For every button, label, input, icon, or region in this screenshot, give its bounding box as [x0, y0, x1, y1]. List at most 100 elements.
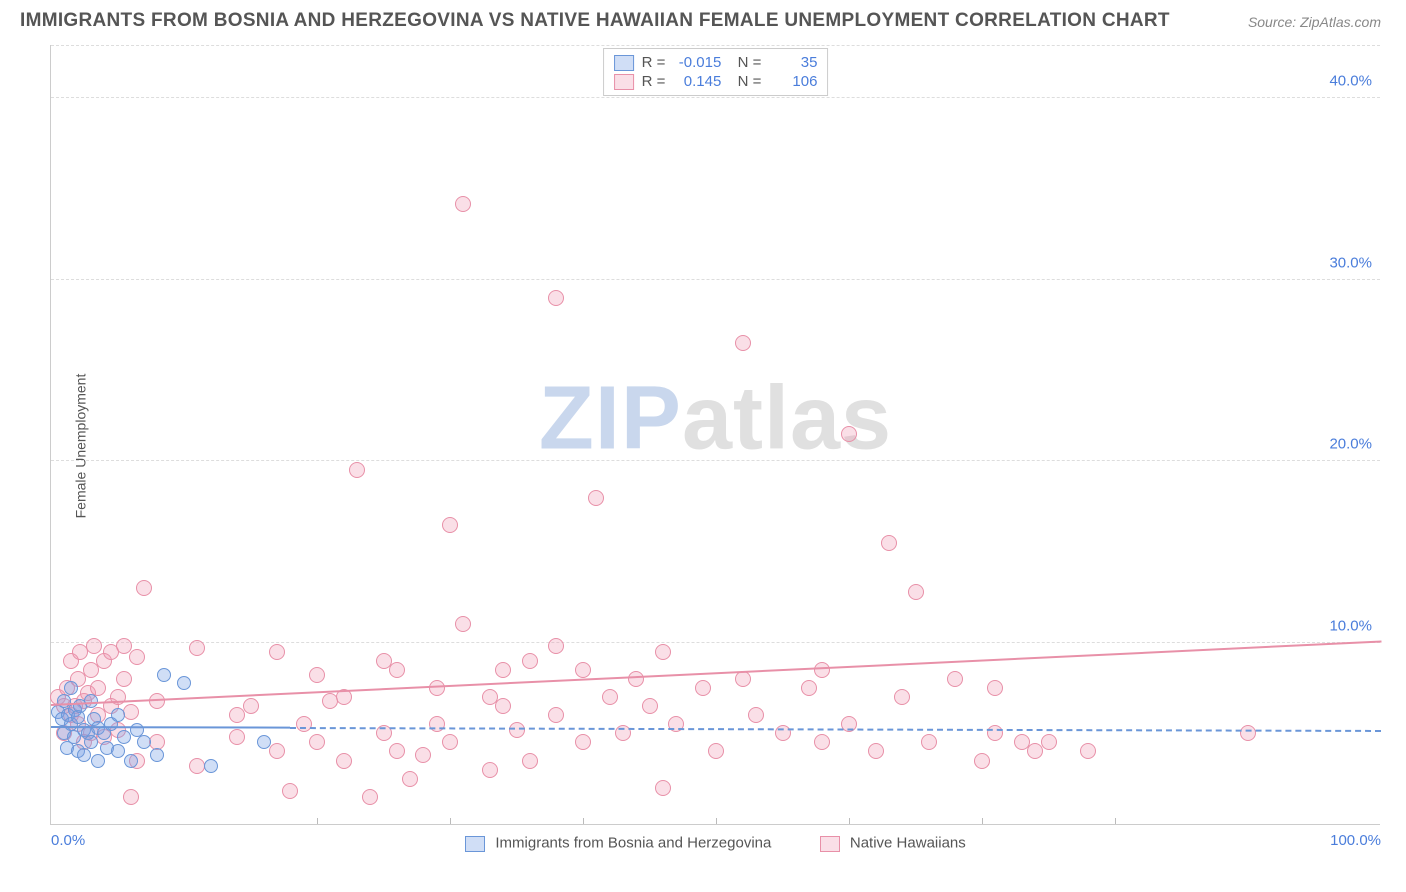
- x-tick: [716, 818, 717, 824]
- gridline: [51, 642, 1380, 643]
- watermark-atlas: atlas: [682, 368, 892, 468]
- data-point-pink: [522, 753, 538, 769]
- data-point-blue: [77, 748, 91, 762]
- swatch-blue: [465, 836, 485, 852]
- data-point-pink: [123, 789, 139, 805]
- swatch-blue: [614, 55, 634, 71]
- data-point-blue: [111, 744, 125, 758]
- watermark: ZIPatlas: [539, 367, 892, 470]
- r-value-pink: 0.145: [673, 73, 721, 90]
- data-point-blue: [64, 681, 78, 695]
- data-point-pink: [482, 762, 498, 778]
- n-value-blue: 35: [769, 54, 817, 71]
- data-point-blue: [257, 735, 271, 749]
- data-point-pink: [455, 616, 471, 632]
- data-point-pink: [495, 698, 511, 714]
- chart-title: IMMIGRANTS FROM BOSNIA AND HERZEGOVINA V…: [20, 10, 1170, 32]
- stats-row-blue: R = -0.015 N = 35: [614, 53, 818, 72]
- y-tick-label: 30.0%: [1329, 254, 1372, 271]
- data-point-pink: [309, 667, 325, 683]
- data-point-pink: [575, 734, 591, 750]
- data-point-pink: [655, 780, 671, 796]
- y-tick-label: 10.0%: [1329, 617, 1372, 634]
- gridline: [51, 45, 1380, 46]
- gridline: [51, 460, 1380, 461]
- legend-label-pink: Native Hawaiians: [850, 835, 966, 852]
- data-point-pink: [442, 734, 458, 750]
- data-point-pink: [1041, 734, 1057, 750]
- y-tick-label: 40.0%: [1329, 73, 1372, 90]
- data-point-pink: [655, 644, 671, 660]
- data-point-pink: [269, 644, 285, 660]
- data-point-pink: [1240, 725, 1256, 741]
- data-point-pink: [362, 789, 378, 805]
- data-point-pink: [735, 335, 751, 351]
- data-point-pink: [522, 653, 538, 669]
- x-tick: [450, 818, 451, 824]
- x-tick: [1115, 818, 1116, 824]
- stats-row-pink: R = 0.145 N = 106: [614, 72, 818, 91]
- data-point-pink: [628, 671, 644, 687]
- data-point-pink: [495, 662, 511, 678]
- data-point-pink: [129, 649, 145, 665]
- data-point-pink: [814, 662, 830, 678]
- data-point-pink: [908, 584, 924, 600]
- data-point-pink: [748, 707, 764, 723]
- data-point-pink: [269, 743, 285, 759]
- gridline: [51, 279, 1380, 280]
- swatch-pink: [820, 836, 840, 852]
- r-label: R =: [642, 73, 666, 90]
- data-point-blue: [137, 735, 151, 749]
- data-point-pink: [894, 689, 910, 705]
- legend-label-blue: Immigrants from Bosnia and Herzegovina: [495, 835, 771, 852]
- data-point-pink: [987, 725, 1003, 741]
- data-point-pink: [801, 680, 817, 696]
- data-point-pink: [575, 662, 591, 678]
- data-point-pink: [947, 671, 963, 687]
- data-point-pink: [296, 716, 312, 732]
- trend-line-blue-extrapolated: [290, 727, 1381, 732]
- data-point-blue: [157, 668, 171, 682]
- data-point-blue: [84, 735, 98, 749]
- y-tick-label: 20.0%: [1329, 436, 1372, 453]
- data-point-pink: [548, 638, 564, 654]
- data-point-pink: [309, 734, 325, 750]
- x-tick: [583, 818, 584, 824]
- data-point-pink: [429, 680, 445, 696]
- data-point-pink: [442, 517, 458, 533]
- data-point-blue: [150, 748, 164, 762]
- data-point-pink: [695, 680, 711, 696]
- data-point-pink: [429, 716, 445, 732]
- data-point-pink: [735, 671, 751, 687]
- data-point-blue: [117, 730, 131, 744]
- data-point-pink: [123, 704, 139, 720]
- data-point-pink: [389, 743, 405, 759]
- data-point-pink: [402, 771, 418, 787]
- n-label: N =: [729, 73, 761, 90]
- data-point-pink: [814, 734, 830, 750]
- r-value-blue: -0.015: [673, 54, 721, 71]
- swatch-pink: [614, 74, 634, 90]
- gridline: [51, 97, 1380, 98]
- watermark-zip: ZIP: [539, 368, 682, 468]
- data-point-pink: [243, 698, 259, 714]
- data-point-pink: [349, 462, 365, 478]
- data-point-blue: [204, 759, 218, 773]
- data-point-blue: [177, 676, 191, 690]
- data-point-blue: [91, 754, 105, 768]
- data-point-pink: [455, 196, 471, 212]
- data-point-pink: [116, 671, 132, 687]
- data-point-pink: [987, 680, 1003, 696]
- correlation-stats-box: R = -0.015 N = 35 R = 0.145 N = 106: [603, 48, 829, 96]
- data-point-pink: [974, 753, 990, 769]
- x-tick-label: 0.0%: [51, 832, 85, 849]
- data-point-pink: [708, 743, 724, 759]
- x-tick: [849, 818, 850, 824]
- data-point-pink: [588, 490, 604, 506]
- data-point-blue: [124, 754, 138, 768]
- data-point-pink: [841, 426, 857, 442]
- data-point-pink: [602, 689, 618, 705]
- r-label: R =: [642, 54, 666, 71]
- scatter-plot-area: ZIPatlas R = -0.015 N = 35 R = 0.145 N =…: [50, 45, 1380, 825]
- x-tick: [982, 818, 983, 824]
